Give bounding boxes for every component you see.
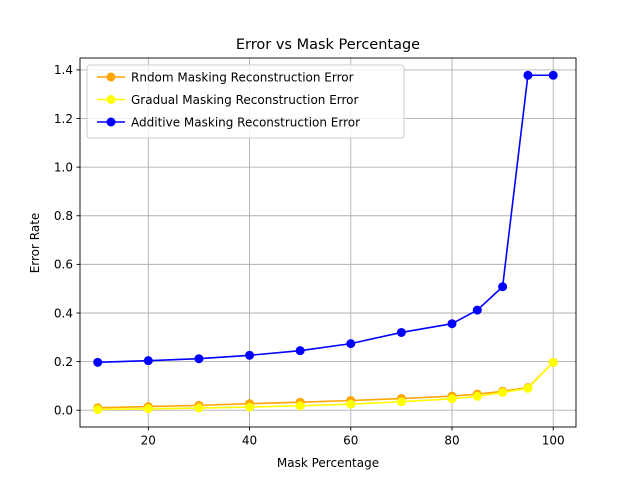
axis-ticks: 20 40 60 80 100 0.0 0.2 0.4 0.6 0.8 1.0 1.2 1.4 <box>54 63 565 447</box>
data-point <box>295 401 305 411</box>
y-tick-label: 1.2 <box>54 112 73 126</box>
data-point <box>472 305 482 315</box>
data-point <box>447 394 457 404</box>
legend-marker <box>106 95 116 104</box>
legend-box <box>86 64 405 139</box>
series-2 <box>93 357 558 414</box>
y-tick-label: 1.0 <box>54 160 73 174</box>
chart-title: Error vs Mask Percentage <box>236 37 420 53</box>
y-axis-label: Error Rate <box>28 213 42 274</box>
data-point <box>396 397 406 407</box>
data-point <box>498 387 508 397</box>
data-point <box>523 70 533 80</box>
legend-item: Gradual Masking Reconstruction Error <box>97 93 359 107</box>
data-point <box>245 402 255 412</box>
x-tick-label: 80 <box>444 434 459 448</box>
y-tick-label: 1.4 <box>54 63 73 77</box>
y-tick-label: 0.6 <box>54 258 73 272</box>
legend-label: Gradual Masking Reconstruction Error <box>131 93 359 107</box>
data-point <box>194 403 204 413</box>
x-tick-label: 20 <box>141 434 156 448</box>
series-3 <box>93 70 558 367</box>
data-point <box>523 383 533 393</box>
legend-marker <box>106 72 116 82</box>
data-point <box>245 350 255 360</box>
x-tick-label: 60 <box>343 434 358 448</box>
data-point <box>346 399 356 409</box>
legend-label: Additive Masking Reconstruction Error <box>131 115 360 129</box>
data-point <box>548 70 558 80</box>
x-tick-label: 40 <box>242 434 257 448</box>
data-point <box>498 282 508 292</box>
y-tick-label: 0.4 <box>54 306 73 320</box>
y-tick-label: 0.0 <box>54 404 73 418</box>
data-point <box>346 339 356 349</box>
x-axis-label: Mask Percentage <box>277 456 379 470</box>
legend-item: Rndom Masking Reconstruction Error <box>97 70 354 84</box>
legend: Rndom Masking Reconstruction Error Gradua… <box>86 64 405 139</box>
data-point <box>194 354 204 364</box>
data-point <box>472 391 482 401</box>
series-line <box>97 74 554 364</box>
plot-series <box>93 70 558 414</box>
legend-label: Rndom Masking Reconstruction Error <box>131 70 354 84</box>
data-point <box>143 356 153 366</box>
x-tick-label: 100 <box>542 434 565 448</box>
y-tick-label: 0.8 <box>54 209 73 223</box>
data-point <box>548 357 558 367</box>
data-point <box>396 327 406 337</box>
data-point <box>93 357 103 367</box>
plot-frame <box>79 57 577 428</box>
data-point <box>447 319 457 329</box>
legend-item: Additive Masking Reconstruction Error <box>97 115 360 129</box>
data-point <box>93 404 103 414</box>
data-point <box>295 346 305 356</box>
data-point <box>143 404 153 414</box>
legend-marker <box>106 117 116 127</box>
y-tick-label: 0.2 <box>54 355 73 369</box>
